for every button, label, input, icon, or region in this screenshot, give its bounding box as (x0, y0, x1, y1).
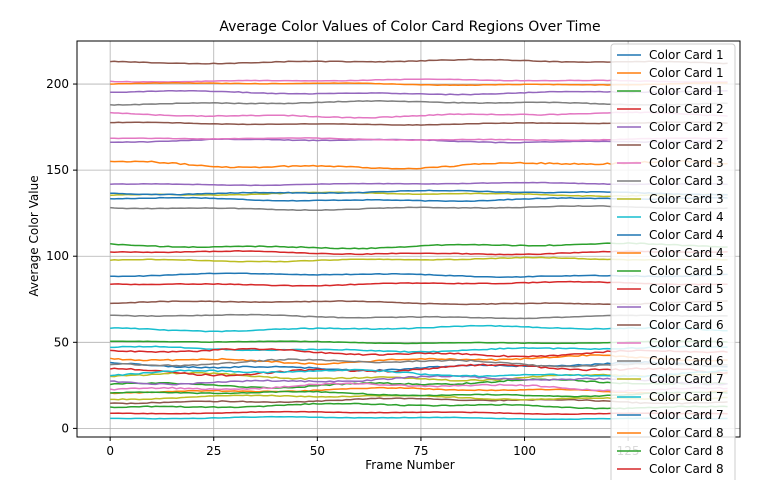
legend-label: Color Card 3 (649, 192, 724, 206)
legend-label: Color Card 2 (649, 120, 724, 134)
legend-label: Color Card 7 (649, 390, 724, 404)
legend-label: Color Card 7 (649, 372, 724, 386)
legend-label: Color Card 1 (649, 66, 724, 80)
legend-label: Color Card 6 (649, 336, 724, 350)
legend-label: Color Card 5 (649, 300, 724, 314)
legend-label: Color Card 8 (649, 426, 724, 440)
chart-title: Average Color Values of Color Card Regio… (219, 19, 600, 35)
legend-label: Color Card 4 (649, 246, 724, 260)
x-tick-label: 100 (513, 444, 536, 458)
legend-label: Color Card 7 (649, 408, 724, 422)
y-tick-label: 50 (54, 335, 69, 349)
legend-label: Color Card 4 (649, 228, 724, 242)
x-axis-label: Frame Number (365, 458, 454, 472)
legend-label: Color Card 8 (649, 462, 724, 476)
x-axis-ticks: 0255075100125 (106, 437, 640, 458)
legend-label: Color Card 8 (649, 444, 724, 458)
y-tick-label: 100 (46, 249, 69, 263)
legend-label: Color Card 4 (649, 210, 724, 224)
x-tick-label: 25 (206, 444, 221, 458)
legend-label: Color Card 1 (649, 48, 724, 62)
legend-label: Color Card 5 (649, 264, 724, 278)
legend-label: Color Card 5 (649, 282, 724, 296)
legend-label: Color Card 1 (649, 84, 724, 98)
legend-label: Color Card 2 (649, 138, 724, 152)
plot-frame (76, 40, 741, 438)
legend-label: Color Card 2 (649, 102, 724, 116)
legend-box (610, 43, 736, 480)
y-tick-label: 150 (46, 163, 69, 177)
x-tick-label: 0 (106, 444, 114, 458)
legend-label: Color Card 3 (649, 174, 724, 188)
y-tick-label: 200 (46, 77, 69, 91)
y-axis-ticks: 0 50 100 150 200 (46, 77, 77, 435)
legend: Color Card 1 Color Card 1 Color Card 1 Colo… (610, 43, 736, 480)
x-tick-label: 75 (413, 444, 428, 458)
y-axis-label: Average Color Value (27, 175, 41, 296)
y-tick-label: 0 (61, 421, 69, 435)
x-tick-label: 50 (310, 444, 325, 458)
legend-label: Color Card 6 (649, 318, 724, 332)
legend-label: Color Card 3 (649, 156, 724, 170)
legend-label: Color Card 6 (649, 354, 724, 368)
